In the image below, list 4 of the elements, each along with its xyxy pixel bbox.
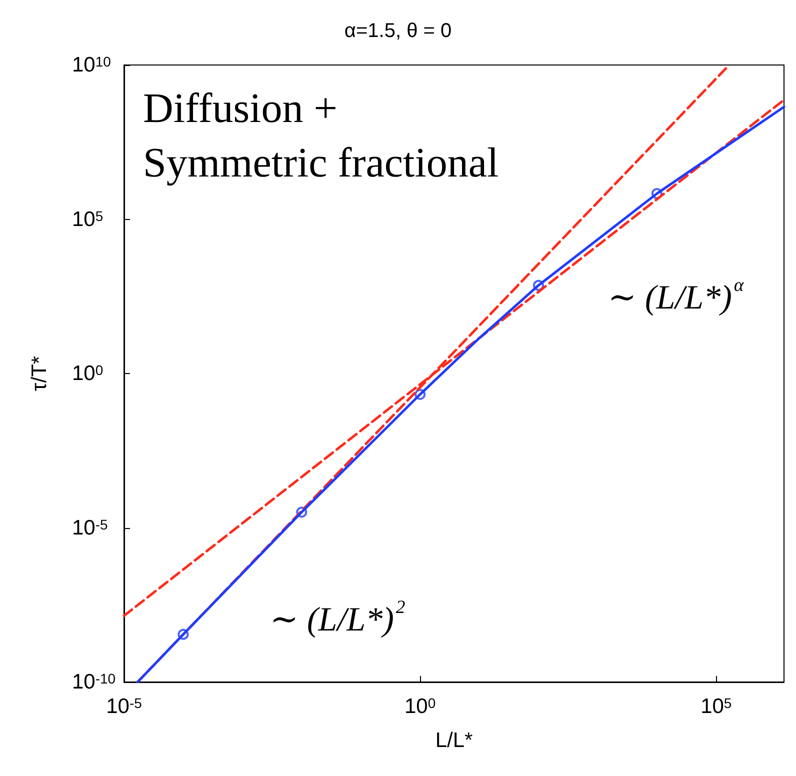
- y-axis-title: τ/T*: [28, 356, 51, 392]
- chart-title: α=1.5, θ = 0: [344, 20, 452, 42]
- x-axis-title: L/L*: [435, 729, 473, 752]
- annotation: Diffusion + Symmetric fractional: [143, 86, 499, 187]
